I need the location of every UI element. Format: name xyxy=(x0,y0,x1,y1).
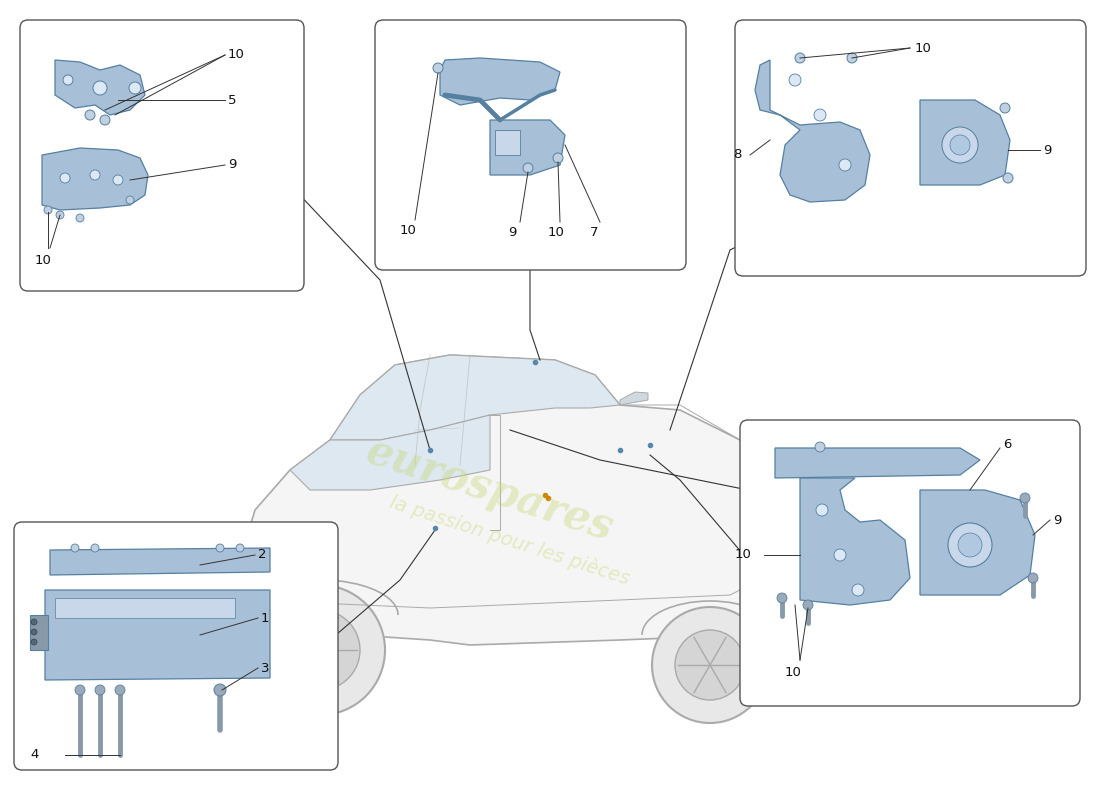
Circle shape xyxy=(652,607,768,723)
Polygon shape xyxy=(920,100,1010,185)
Circle shape xyxy=(795,53,805,63)
Polygon shape xyxy=(50,548,270,575)
Text: 9: 9 xyxy=(508,226,516,238)
Circle shape xyxy=(803,600,813,610)
Circle shape xyxy=(216,544,224,552)
Circle shape xyxy=(31,619,37,625)
Circle shape xyxy=(63,75,73,85)
Polygon shape xyxy=(330,355,620,440)
Circle shape xyxy=(839,159,851,171)
Text: 10: 10 xyxy=(228,49,245,62)
Polygon shape xyxy=(30,615,48,650)
Text: 10: 10 xyxy=(400,223,417,237)
Circle shape xyxy=(255,585,385,715)
Circle shape xyxy=(60,173,70,183)
Circle shape xyxy=(214,684,225,696)
Bar xyxy=(55,598,235,618)
Circle shape xyxy=(116,685,125,695)
Text: 10: 10 xyxy=(915,42,932,54)
Text: 10: 10 xyxy=(35,254,52,266)
Circle shape xyxy=(280,610,360,690)
Circle shape xyxy=(56,211,64,219)
Circle shape xyxy=(815,442,825,452)
Circle shape xyxy=(522,163,534,173)
Circle shape xyxy=(777,593,786,603)
FancyBboxPatch shape xyxy=(14,522,338,770)
Text: la passion pour les pièces: la passion pour les pièces xyxy=(387,492,632,588)
Circle shape xyxy=(129,82,141,94)
Polygon shape xyxy=(620,392,648,405)
Polygon shape xyxy=(55,60,145,115)
Circle shape xyxy=(90,170,100,180)
Text: 8: 8 xyxy=(733,149,741,162)
Circle shape xyxy=(847,53,857,63)
Polygon shape xyxy=(490,120,565,175)
Polygon shape xyxy=(290,415,490,490)
Text: 1: 1 xyxy=(261,611,270,625)
FancyBboxPatch shape xyxy=(735,20,1086,276)
Circle shape xyxy=(950,135,970,155)
Circle shape xyxy=(236,544,244,552)
Circle shape xyxy=(958,533,982,557)
Text: 4: 4 xyxy=(30,749,38,762)
Circle shape xyxy=(91,544,99,552)
Text: 2: 2 xyxy=(258,549,266,562)
Polygon shape xyxy=(760,510,795,545)
Text: 3: 3 xyxy=(261,662,270,674)
Text: 10: 10 xyxy=(785,666,802,679)
Circle shape xyxy=(1003,173,1013,183)
Polygon shape xyxy=(440,58,560,105)
Circle shape xyxy=(816,504,828,516)
Circle shape xyxy=(942,127,978,163)
Circle shape xyxy=(72,544,79,552)
Circle shape xyxy=(1020,493,1030,503)
Circle shape xyxy=(44,206,52,214)
Circle shape xyxy=(834,549,846,561)
Text: 10: 10 xyxy=(735,549,752,562)
Circle shape xyxy=(675,630,745,700)
Text: 5: 5 xyxy=(228,94,236,106)
Circle shape xyxy=(553,153,563,163)
Polygon shape xyxy=(920,490,1035,595)
Polygon shape xyxy=(42,148,148,210)
Circle shape xyxy=(94,81,107,95)
Circle shape xyxy=(75,685,85,695)
Polygon shape xyxy=(776,448,980,478)
Circle shape xyxy=(95,685,104,695)
Polygon shape xyxy=(240,355,800,645)
Text: eurospares: eurospares xyxy=(361,430,619,550)
Circle shape xyxy=(85,110,95,120)
Circle shape xyxy=(433,63,443,73)
Polygon shape xyxy=(248,530,270,560)
Circle shape xyxy=(31,639,37,645)
Circle shape xyxy=(113,175,123,185)
FancyBboxPatch shape xyxy=(740,420,1080,706)
Text: 9: 9 xyxy=(1043,143,1052,157)
Circle shape xyxy=(1000,103,1010,113)
Circle shape xyxy=(1028,573,1038,583)
Polygon shape xyxy=(800,478,910,605)
Circle shape xyxy=(814,109,826,121)
Circle shape xyxy=(31,629,37,635)
FancyBboxPatch shape xyxy=(375,20,686,270)
Circle shape xyxy=(76,214,84,222)
Circle shape xyxy=(948,523,992,567)
Polygon shape xyxy=(495,130,520,155)
Text: 6: 6 xyxy=(1003,438,1011,451)
Circle shape xyxy=(100,115,110,125)
Text: 9: 9 xyxy=(228,158,236,171)
Text: 7: 7 xyxy=(590,226,598,238)
Circle shape xyxy=(852,584,864,596)
Circle shape xyxy=(789,74,801,86)
Text: 10: 10 xyxy=(548,226,565,238)
FancyBboxPatch shape xyxy=(20,20,304,291)
Text: 9: 9 xyxy=(1053,514,1062,526)
Circle shape xyxy=(126,196,134,204)
Polygon shape xyxy=(45,590,270,680)
Polygon shape xyxy=(755,60,870,202)
